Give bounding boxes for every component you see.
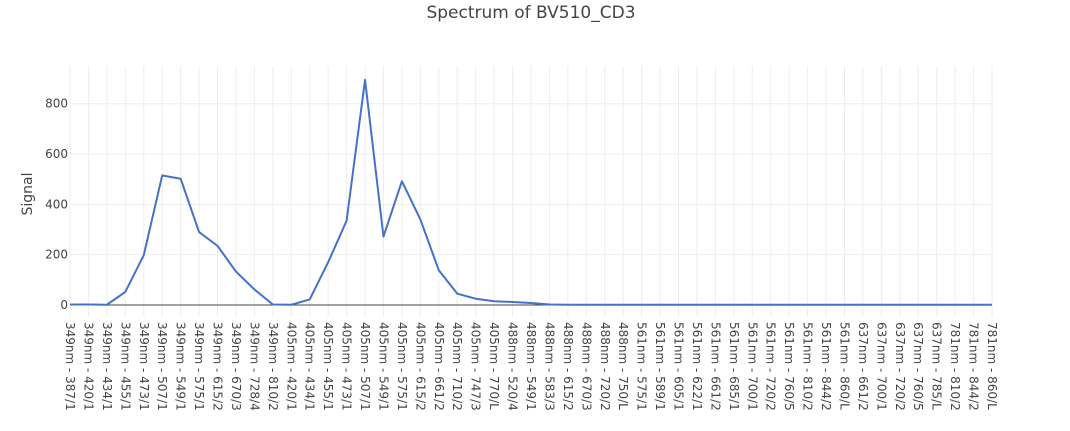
x-tick-label: 349nm - 473/1 xyxy=(137,322,151,411)
x-tick-label: 637nm - 760/5 xyxy=(911,322,925,411)
x-tick-label: 405nm - 770/L xyxy=(487,322,501,410)
x-tick-label: 488nm - 720/2 xyxy=(598,322,612,411)
x-tick-label: 637nm - 720/2 xyxy=(893,322,907,411)
x-tick-label: 561nm - 700/1 xyxy=(745,322,759,411)
x-tick-label: 349nm - 434/1 xyxy=(100,322,114,411)
y-tick-label: 600 xyxy=(45,147,68,161)
x-tick-label: 561nm - 810/2 xyxy=(801,322,815,411)
x-tick-label: 488nm - 670/3 xyxy=(579,322,593,411)
y-axis-label: Signal xyxy=(20,172,36,215)
x-tick-label: 781nm - 844/2 xyxy=(967,322,981,411)
x-tick-label: 405nm - 747/3 xyxy=(469,322,483,411)
x-tick-label: 561nm - 860/L xyxy=(837,322,851,410)
x-tick-label: 781nm - 810/2 xyxy=(948,322,962,411)
x-tick-label: 488nm - 549/1 xyxy=(524,322,538,411)
chart-title: Spectrum of BV510_CD3 xyxy=(426,3,635,23)
x-tick-label: 405nm - 615/2 xyxy=(413,322,427,411)
grid-layer xyxy=(69,66,993,317)
y-tick-label: 0 xyxy=(60,298,68,312)
x-tick-labels: 349nm - 387/1 349nm - 420/1 349nm - 434/1 3… xyxy=(63,322,999,411)
x-tick-label: 349nm - 455/1 xyxy=(118,322,132,411)
y-tick-label: 400 xyxy=(45,197,68,211)
x-tick-label: 349nm - 670/3 xyxy=(229,322,243,411)
x-tick-label: 349nm - 728/4 xyxy=(247,322,261,411)
y-tick-labels: 0 200 400 600 800 xyxy=(45,97,68,312)
x-tick-label: 488nm - 583/3 xyxy=(542,322,556,411)
x-tick-label: 405nm - 455/1 xyxy=(321,322,335,411)
x-tick-label: 405nm - 473/1 xyxy=(340,322,354,411)
x-tick-label: 637nm - 661/2 xyxy=(856,322,870,411)
x-tick-label: 488nm - 520/4 xyxy=(506,322,520,411)
x-tick-label: 349nm - 420/1 xyxy=(81,322,95,411)
x-tick-label: 349nm - 549/1 xyxy=(174,322,188,411)
x-tick-label: 349nm - 810/2 xyxy=(266,322,280,411)
y-tick-label: 800 xyxy=(45,97,68,111)
x-tick-label: 561nm - 575/1 xyxy=(635,322,649,411)
x-tick-label: 781nm - 860/L xyxy=(985,322,999,410)
x-tick-label: 405nm - 661/2 xyxy=(432,322,446,411)
x-tick-label: 405nm - 710/2 xyxy=(450,322,464,411)
x-tick-label: 349nm - 387/1 xyxy=(63,322,77,411)
x-tick-label: 349nm - 615/2 xyxy=(211,322,225,411)
x-tick-label: 405nm - 434/1 xyxy=(303,322,317,411)
x-tick-label: 405nm - 575/1 xyxy=(395,322,409,411)
x-tick-label: 561nm - 720/2 xyxy=(764,322,778,411)
x-tick-label: 561nm - 844/2 xyxy=(819,322,833,411)
x-tick-label: 561nm - 605/1 xyxy=(672,322,686,411)
series-layer xyxy=(70,78,992,306)
x-tick-label: 349nm - 507/1 xyxy=(155,322,169,411)
x-tick-label: 561nm - 685/1 xyxy=(727,322,741,411)
x-tick-label: 561nm - 661/2 xyxy=(708,322,722,411)
x-tick-label: 637nm - 785/L xyxy=(930,322,944,410)
x-tick-label: 405nm - 420/1 xyxy=(284,322,298,411)
x-tick-label: 349nm - 575/1 xyxy=(192,322,206,411)
x-tick-label: 561nm - 589/1 xyxy=(653,322,667,411)
x-tick-label: 405nm - 507/1 xyxy=(358,322,372,411)
x-tick-label: 488nm - 750/L xyxy=(616,322,630,410)
x-tick-label: 488nm - 615/2 xyxy=(561,322,575,411)
series-line xyxy=(70,78,992,306)
x-tick-label: 561nm - 622/1 xyxy=(690,322,704,411)
x-tick-label: 637nm - 700/1 xyxy=(874,322,888,411)
x-tick-label: 405nm - 549/1 xyxy=(376,322,390,411)
x-tick-label: 561nm - 760/5 xyxy=(782,322,796,411)
y-tick-label: 200 xyxy=(45,248,68,262)
